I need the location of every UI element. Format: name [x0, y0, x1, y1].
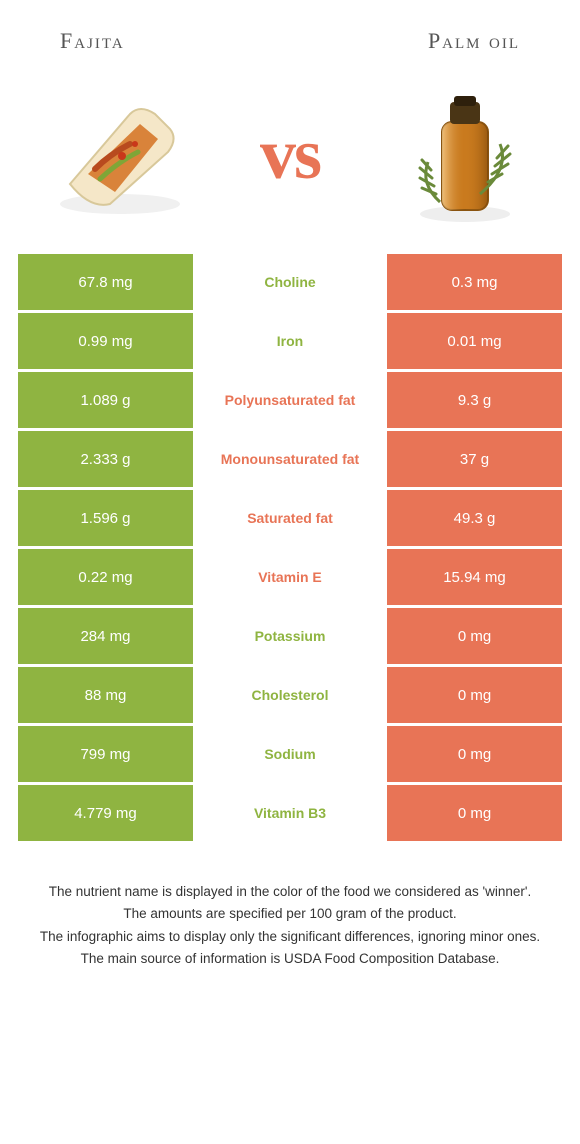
- right-value: 9.3 g: [387, 372, 562, 428]
- right-value: 0 mg: [387, 785, 562, 841]
- images-row: vs: [0, 64, 580, 254]
- left-value: 88 mg: [18, 667, 193, 723]
- footer-line: The infographic aims to display only the…: [24, 927, 556, 947]
- table-row: 799 mgSodium0 mg: [18, 726, 562, 782]
- nutrient-label: Saturated fat: [193, 490, 387, 546]
- table-row: 4.779 mgVitamin B30 mg: [18, 785, 562, 841]
- header: Fajita Palm oil: [0, 0, 580, 64]
- left-food-title: Fajita: [60, 28, 125, 54]
- table-row: 67.8 mgCholine0.3 mg: [18, 254, 562, 310]
- table-row: 0.99 mgIron0.01 mg: [18, 313, 562, 369]
- nutrient-label: Polyunsaturated fat: [193, 372, 387, 428]
- left-value: 4.779 mg: [18, 785, 193, 841]
- left-value: 0.22 mg: [18, 549, 193, 605]
- left-value: 284 mg: [18, 608, 193, 664]
- left-value: 2.333 g: [18, 431, 193, 487]
- footer-line: The amounts are specified per 100 gram o…: [24, 904, 556, 924]
- right-value: 49.3 g: [387, 490, 562, 546]
- table-row: 1.596 gSaturated fat49.3 g: [18, 490, 562, 546]
- right-food-title: Palm oil: [428, 28, 520, 54]
- right-value: 0 mg: [387, 726, 562, 782]
- table-row: 0.22 mgVitamin E15.94 mg: [18, 549, 562, 605]
- table-row: 284 mgPotassium0 mg: [18, 608, 562, 664]
- comparison-table: 67.8 mgCholine0.3 mg0.99 mgIron0.01 mg1.…: [0, 254, 580, 841]
- left-value: 0.99 mg: [18, 313, 193, 369]
- nutrient-label: Monounsaturated fat: [193, 431, 387, 487]
- right-value: 0.3 mg: [387, 254, 562, 310]
- table-row: 2.333 gMonounsaturated fat37 g: [18, 431, 562, 487]
- footer-notes: The nutrient name is displayed in the co…: [0, 844, 580, 969]
- right-value: 0 mg: [387, 608, 562, 664]
- fajita-icon: [40, 74, 200, 234]
- nutrient-label: Vitamin B3: [193, 785, 387, 841]
- palm-oil-icon: [380, 74, 540, 234]
- vs-label: vs: [260, 113, 320, 196]
- nutrient-label: Sodium: [193, 726, 387, 782]
- nutrient-label: Potassium: [193, 608, 387, 664]
- left-value: 1.596 g: [18, 490, 193, 546]
- footer-line: The nutrient name is displayed in the co…: [24, 882, 556, 902]
- right-value: 15.94 mg: [387, 549, 562, 605]
- left-value: 67.8 mg: [18, 254, 193, 310]
- nutrient-label: Choline: [193, 254, 387, 310]
- right-value: 0 mg: [387, 667, 562, 723]
- table-row: 1.089 gPolyunsaturated fat9.3 g: [18, 372, 562, 428]
- fajita-image: [40, 74, 200, 234]
- nutrient-label: Vitamin E: [193, 549, 387, 605]
- left-value: 799 mg: [18, 726, 193, 782]
- nutrient-label: Cholesterol: [193, 667, 387, 723]
- right-value: 37 g: [387, 431, 562, 487]
- left-value: 1.089 g: [18, 372, 193, 428]
- right-value: 0.01 mg: [387, 313, 562, 369]
- footer-line: The main source of information is USDA F…: [24, 949, 556, 969]
- table-row: 88 mgCholesterol0 mg: [18, 667, 562, 723]
- nutrient-label: Iron: [193, 313, 387, 369]
- palm-oil-image: [380, 74, 540, 234]
